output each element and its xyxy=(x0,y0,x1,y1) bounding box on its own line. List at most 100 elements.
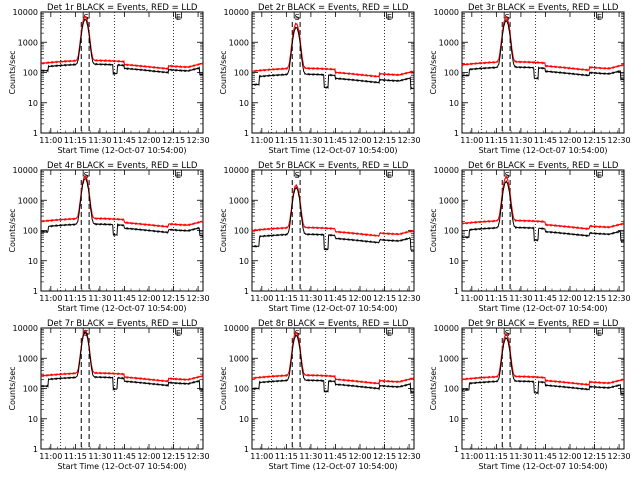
x-tick-label: 11:30 xyxy=(509,452,532,461)
chart-title: Det 2r BLACK = Events, RED = LLD xyxy=(258,3,409,13)
x-tick-label: 11:00 xyxy=(460,452,483,461)
marker-label: E xyxy=(176,329,181,338)
x-tick-label: 11:45 xyxy=(324,452,347,461)
marker-bracket xyxy=(596,170,603,177)
x-tick-label: 12:00 xyxy=(348,136,371,145)
y-tick-label: 1000 xyxy=(439,38,459,47)
marker-label: E xyxy=(597,13,602,22)
x-tick-label: 12:00 xyxy=(348,294,371,303)
events-series-line xyxy=(40,331,204,392)
x-axis-label: Start Time (12-Oct-07 10:54:00) xyxy=(57,146,186,155)
x-tick-label: 12:00 xyxy=(558,294,581,303)
y-tick-label: 1000 xyxy=(439,196,459,205)
x-tick-label: 11:30 xyxy=(88,294,111,303)
x-tick-label: 11:15 xyxy=(275,294,298,303)
x-tick-label: 11:30 xyxy=(299,452,322,461)
y-tick-label: 100 xyxy=(23,69,38,78)
x-tick-label: 11:00 xyxy=(39,136,62,145)
plot-frame xyxy=(461,169,625,292)
x-tick-label: 12:00 xyxy=(348,452,371,461)
lld-series-line xyxy=(40,15,204,71)
marker-label: S xyxy=(295,171,300,180)
y-tick-label: 1 xyxy=(454,287,459,296)
x-tick-label: 12:30 xyxy=(608,452,631,461)
x-tick-label: 12:30 xyxy=(608,294,631,303)
y-tick-label: 10 xyxy=(28,257,38,266)
x-tick-label: 11:15 xyxy=(485,294,508,303)
lld-series-line xyxy=(461,175,625,231)
y-tick-label: 1000 xyxy=(18,354,38,363)
marker-label: S xyxy=(84,171,89,180)
marker-bracket xyxy=(596,12,603,19)
chart-title: Det 8r BLACK = Events, RED = LLD xyxy=(258,319,409,329)
y-axis-label: Counts/sec xyxy=(8,208,17,252)
x-tick-label: 11:45 xyxy=(113,136,136,145)
x-tick-label: 11:30 xyxy=(299,136,322,145)
plot-frame xyxy=(251,169,415,292)
marker-label: E xyxy=(387,329,392,338)
y-tick-label: 1 xyxy=(454,129,459,138)
x-tick-label: 11:00 xyxy=(460,136,483,145)
lld-series-line xyxy=(40,329,204,384)
y-tick-label: 1000 xyxy=(229,196,249,205)
lld-series-line xyxy=(40,175,204,229)
y-tick-label: 1 xyxy=(244,445,249,454)
x-tick-label: 11:00 xyxy=(250,452,273,461)
x-tick-label: 12:30 xyxy=(398,452,421,461)
lld-series-line xyxy=(461,16,625,72)
x-tick-label: 12:00 xyxy=(137,136,160,145)
marker-bracket xyxy=(175,170,182,177)
x-tick-label: 11:00 xyxy=(39,294,62,303)
x-tick-label: 12:30 xyxy=(187,136,210,145)
y-tick-label: 10 xyxy=(28,99,38,108)
x-tick-label: 11:30 xyxy=(299,294,322,303)
chart-title: Det 6r BLACK = Events, RED = LLD xyxy=(468,161,619,171)
lld-series-line xyxy=(251,22,415,79)
x-tick-label: 11:45 xyxy=(534,452,557,461)
chart-title: Det 1r BLACK = Events, RED = LLD xyxy=(47,3,198,13)
marker-label: E xyxy=(387,13,392,22)
y-tick-label: 1000 xyxy=(18,196,38,205)
y-tick-label: 10000 xyxy=(13,324,38,333)
events-series-line xyxy=(461,180,625,243)
y-tick-label: 10 xyxy=(449,99,459,108)
x-tick-label: 12:00 xyxy=(137,452,160,461)
x-tick-label: 12:15 xyxy=(162,136,185,145)
y-tick-label: 10000 xyxy=(434,8,459,17)
marker-label: E xyxy=(176,13,181,22)
y-tick-label: 100 xyxy=(23,385,38,394)
y-axis-label: Counts/sec xyxy=(8,50,17,94)
x-tick-label: 11:15 xyxy=(275,452,298,461)
x-tick-label: 11:45 xyxy=(113,452,136,461)
x-tick-label: 11:30 xyxy=(509,294,532,303)
x-tick-label: 11:30 xyxy=(509,136,532,145)
y-tick-label: 10000 xyxy=(13,8,38,17)
y-tick-label: 10 xyxy=(239,99,249,108)
x-tick-label: 11:15 xyxy=(275,136,298,145)
marker-bracket xyxy=(293,12,301,19)
x-axis-label: Start Time (12-Oct-07 10:54:00) xyxy=(57,304,186,313)
y-tick-label: 10000 xyxy=(224,324,249,333)
chart-title: Det 9r BLACK = Events, RED = LLD xyxy=(468,319,619,329)
x-tick-label: 11:00 xyxy=(460,294,483,303)
marker-label: E xyxy=(176,171,181,180)
marker-bracket xyxy=(596,328,603,335)
marker-label: S xyxy=(505,171,510,180)
marker-bracket xyxy=(503,170,511,177)
y-tick-label: 100 xyxy=(444,69,459,78)
x-tick-label: 12:15 xyxy=(373,294,396,303)
events-series-line xyxy=(40,178,204,238)
y-tick-label: 1000 xyxy=(229,354,249,363)
marker-bracket xyxy=(386,12,393,19)
x-tick-label: 12:30 xyxy=(398,136,421,145)
x-tick-label: 12:15 xyxy=(162,294,185,303)
lld-series-line xyxy=(461,333,625,387)
x-tick-label: 12:30 xyxy=(187,294,210,303)
y-tick-label: 100 xyxy=(444,385,459,394)
y-axis-label: Counts/sec xyxy=(219,50,228,94)
y-tick-label: 1 xyxy=(244,129,249,138)
x-axis-label: Start Time (12-Oct-07 10:54:00) xyxy=(268,146,397,155)
